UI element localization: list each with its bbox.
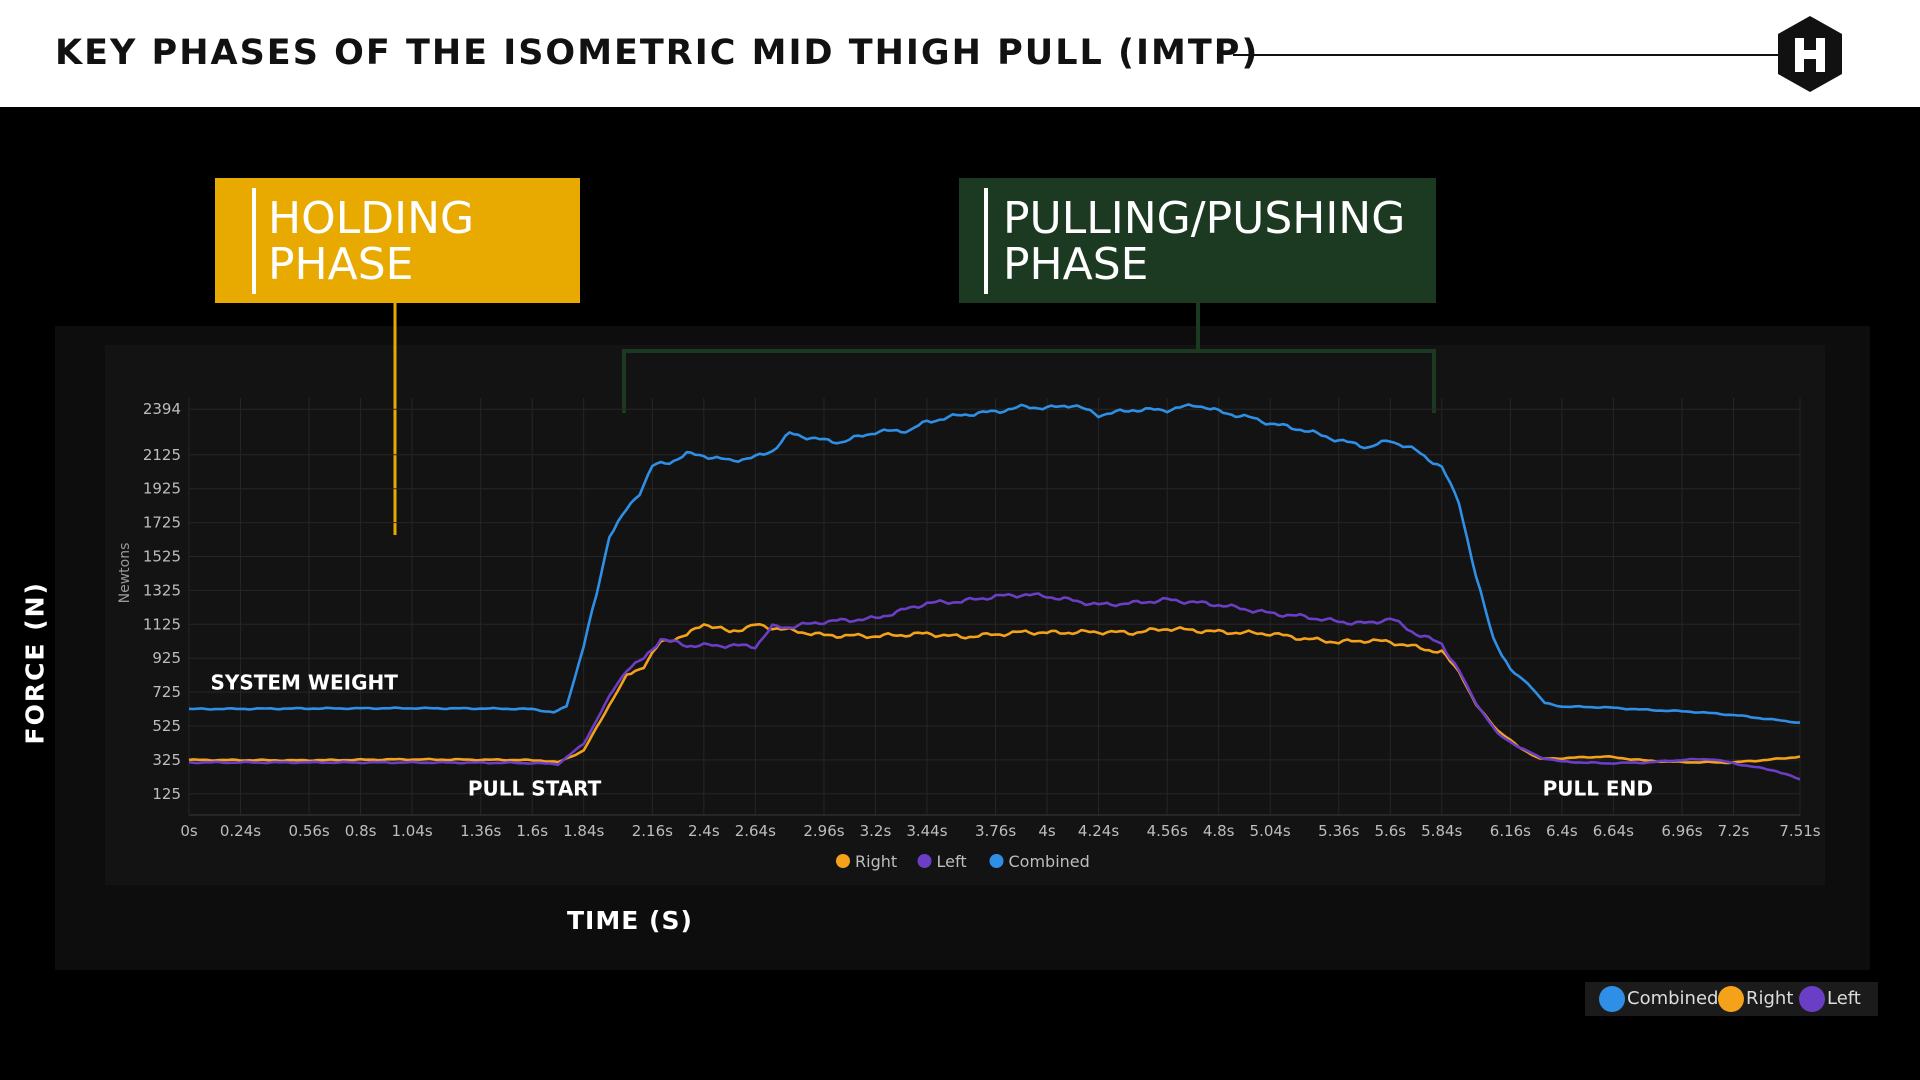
chart-annotation: PULL START [468,777,602,801]
x-tick-label: 4s [1038,822,1056,840]
x-tick-label: 7.51s [1779,822,1820,840]
secondary-legend-item-combined: Combined [1599,986,1718,1012]
secondary-legend-item-left: Left [1799,986,1861,1012]
holding-phase-label: HOLDING PHASE [215,178,580,303]
secondary-legend-label: Left [1827,988,1861,1009]
x-tick-label: 3.44s [906,822,947,840]
y-tick-label: 1725 [143,514,181,532]
secondary-legend: Combined Right Left [1585,982,1878,1016]
legend-dot-combined [989,854,1004,868]
series-line-left [188,592,1801,781]
x-tick-label: 0.24s [220,822,261,840]
holding-phase-accent-bar [252,188,256,294]
series-line-combined [188,403,1800,724]
x-axis-title: TIME (S) [567,906,693,935]
x-tick-label: 1.84s [563,822,604,840]
pulling-phase-line2: PHASE [1003,239,1149,290]
y-tick-label: 325 [152,751,181,769]
legend-dot-left [917,854,932,868]
y-tick-label: 125 [152,785,181,803]
legend-label: Combined [1009,852,1090,871]
y-tick-label: 2394 [143,400,181,418]
holding-phase-line1: HOLDING [268,193,475,244]
y-tick-label: 1525 [143,547,181,565]
x-tick-label: 3.2s [860,822,892,840]
legend-dot-right [836,854,850,868]
x-tick-label: 2.16s [632,822,673,840]
right-dot-icon [1718,986,1744,1012]
secondary-legend-label: Combined [1627,988,1719,1009]
x-tick-label: 4.8s [1203,822,1235,840]
x-tick-label: 6.4s [1546,822,1578,840]
x-tick-label: 6.16s [1490,822,1531,840]
y-tick-label: 925 [152,649,181,667]
x-tick-label: 1.04s [391,822,432,840]
chart-inner-area [105,345,1825,885]
x-tick-label: 5.6s [1374,822,1406,840]
chart-annotation: SYSTEM WEIGHT [210,671,398,695]
x-tick-label: 0.8s [345,822,377,840]
legend-label: Left [937,852,967,871]
y-tick-label: 725 [152,683,181,701]
y-tick-label: 2125 [143,446,181,464]
pulling-phase-accent-bar [984,188,988,294]
x-tick-label: 1.36s [460,822,501,840]
x-tick-label: 2.64s [735,822,776,840]
y-tick-label: 1125 [143,615,181,633]
x-tick-label: 6.64s [1593,822,1634,840]
x-tick-label: 0s [180,822,198,840]
chart-annotation: PULL END [1543,777,1653,801]
x-tick-label: 6.96s [1661,822,1702,840]
pulling-phase-label: PULLING/PUSHING PHASE [959,178,1436,303]
x-tick-label: 7.2s [1718,822,1750,840]
pulling-phase-bracket [622,303,1436,413]
page-title: KEY PHASES OF THE ISOMETRIC MID THIGH PU… [55,33,1260,73]
left-dot-icon [1799,986,1825,1012]
x-tick-label: 1.6s [516,822,548,840]
x-tick-label: 3.76s [975,822,1016,840]
x-tick-label: 4.56s [1147,822,1188,840]
x-tick-label: 4.24s [1078,822,1119,840]
pulling-phase-line1: PULLING/PUSHING [1003,193,1406,244]
x-tick-label: 2.96s [803,822,844,840]
y-axis-label: Newtons [117,543,133,604]
y-axis-title: FORCE (N) [20,581,50,745]
legend-label: Right [855,852,897,871]
hexagon-h-logo [1778,16,1842,92]
y-tick-label: 1325 [143,581,181,599]
x-tick-label: 0.56s [289,822,330,840]
holding-phase-line2: PHASE [268,239,414,290]
x-tick-label: 5.36s [1318,822,1359,840]
y-tick-label: 525 [152,717,181,735]
combined-dot-icon [1599,986,1625,1012]
x-tick-label: 2.4s [688,822,720,840]
y-tick-label: 1925 [143,480,181,498]
header-bar: KEY PHASES OF THE ISOMETRIC MID THIGH PU… [0,0,1920,107]
secondary-legend-item-right: Right [1718,986,1793,1012]
secondary-legend-label: Right [1746,988,1794,1009]
x-tick-label: 5.04s [1250,822,1291,840]
x-tick-label: 5.84s [1421,822,1462,840]
header-divider [1233,54,1778,56]
